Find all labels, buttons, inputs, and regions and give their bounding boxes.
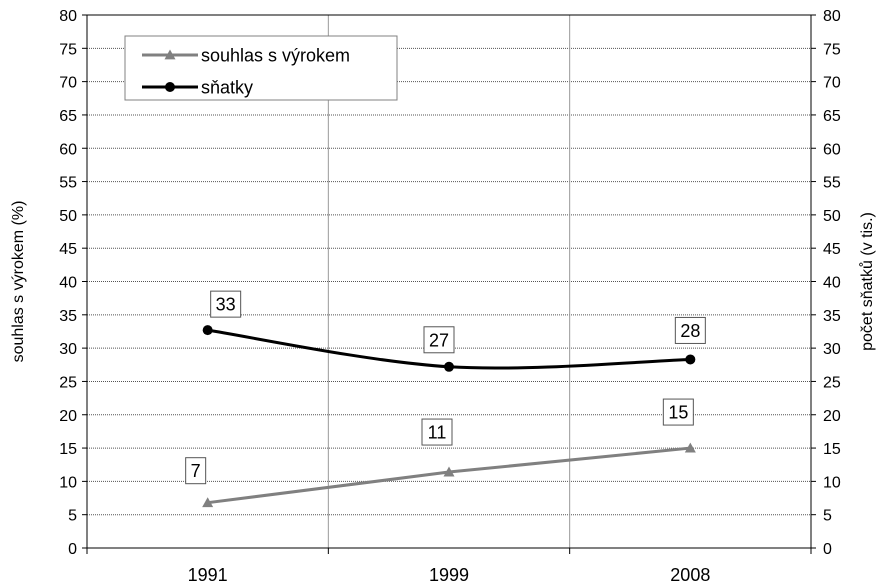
right-tick-label: 15	[823, 441, 841, 458]
left-axis-title: souhlas s výrokem (%)	[10, 201, 27, 363]
data-point-marker	[685, 354, 696, 365]
right-tick-label: 10	[823, 474, 841, 491]
right-axis-title: počet sňatků (v tis.)	[858, 212, 876, 351]
legend-items: souhlas s výrokem sňatky	[142, 46, 350, 98]
right-tick-label: 20	[823, 408, 841, 425]
left-axis-tick-labels: 0 5 10 15 20 25 30 35 40 45 50 55 60 65 70 75 80	[59, 8, 77, 558]
data-label: 33	[210, 290, 242, 318]
data-point-marker	[202, 497, 214, 508]
right-tick-label: 0	[823, 541, 832, 558]
legend-marker	[165, 82, 175, 92]
data-label-value: 7	[191, 461, 201, 481]
data-label-box	[185, 457, 207, 485]
right-tick-label: 45	[823, 241, 841, 258]
data-point-marker	[684, 442, 696, 453]
right-tick-label: 70	[823, 75, 841, 92]
left-tick-label: 70	[59, 75, 77, 92]
left-tick-label: 25	[59, 374, 77, 391]
legend-item: sňatky	[142, 78, 253, 98]
left-tick-label: 45	[59, 241, 77, 258]
data-label: 27	[423, 326, 455, 354]
data-label-value: 15	[668, 403, 688, 423]
data-label-box	[423, 326, 455, 354]
right-tick-label: 25	[823, 374, 841, 391]
x-category-label: 2008	[670, 565, 710, 584]
left-tick-label: 35	[59, 308, 77, 325]
data-label-value: 11	[428, 423, 447, 443]
right-axis-tick-labels: 0 5 10 15 20 25 30 35 40 45 50 55 60 65 70 75 80	[823, 8, 841, 558]
series-souhlas	[202, 442, 696, 508]
legend-item: souhlas s výrokem	[142, 46, 350, 66]
data-label-box	[210, 290, 242, 318]
x-category-label: 1991	[188, 565, 228, 584]
left-tick-label: 75	[59, 41, 77, 58]
left-tick-label: 15	[59, 441, 77, 458]
right-tick-label: 55	[823, 175, 841, 192]
right-tick-label: 5	[823, 508, 832, 525]
data-label: 28	[674, 316, 706, 344]
left-tick-label: 55	[59, 175, 77, 192]
left-tick-label: 10	[59, 474, 77, 491]
data-point-marker	[444, 361, 454, 372]
data-label: 15	[662, 398, 694, 426]
data-label-box	[674, 316, 706, 344]
legend: souhlas s výrokem sňatky	[124, 35, 398, 101]
data-label-value: 33	[216, 295, 236, 315]
left-tick-label: 60	[59, 141, 77, 158]
data-label-value: 27	[429, 330, 449, 350]
legend-label: souhlas s výrokem	[201, 46, 350, 66]
legend-label: sňatky	[201, 78, 253, 98]
left-tick-label: 20	[59, 408, 77, 425]
data-point-marker	[202, 325, 213, 336]
series	[202, 325, 696, 508]
data-labels: 7 11 15 33 27 28	[185, 290, 706, 485]
left-tick-label: 65	[59, 108, 77, 125]
left-tick-label: 5	[68, 508, 77, 525]
x-category-label: 1999	[429, 565, 469, 584]
right-tick-label: 75	[823, 41, 841, 58]
data-label: 11	[421, 418, 453, 446]
right-tick-label: 30	[823, 341, 841, 358]
grid	[87, 15, 811, 548]
data-label-box	[421, 418, 453, 446]
data-point-marker	[443, 466, 455, 477]
left-tick-label: 80	[59, 8, 77, 25]
right-tick-label: 60	[823, 141, 841, 158]
data-label-box	[662, 398, 694, 426]
x-axis-category-labels: 1991 1999 2008	[188, 565, 711, 584]
right-tick-label: 65	[823, 108, 841, 125]
right-tick-label: 35	[823, 308, 841, 325]
left-tick-label: 50	[59, 208, 77, 225]
right-tick-label: 50	[823, 208, 841, 225]
legend-marker	[164, 49, 176, 60]
right-tick-label: 40	[823, 275, 841, 292]
left-tick-label: 30	[59, 341, 77, 358]
data-label-value: 28	[680, 321, 700, 341]
axis-ticks	[82, 14, 816, 554]
data-label: 7	[185, 457, 207, 485]
left-tick-label: 0	[68, 541, 77, 558]
left-tick-label: 40	[59, 275, 77, 292]
series-snatky	[202, 325, 696, 372]
right-tick-label: 80	[823, 8, 841, 25]
